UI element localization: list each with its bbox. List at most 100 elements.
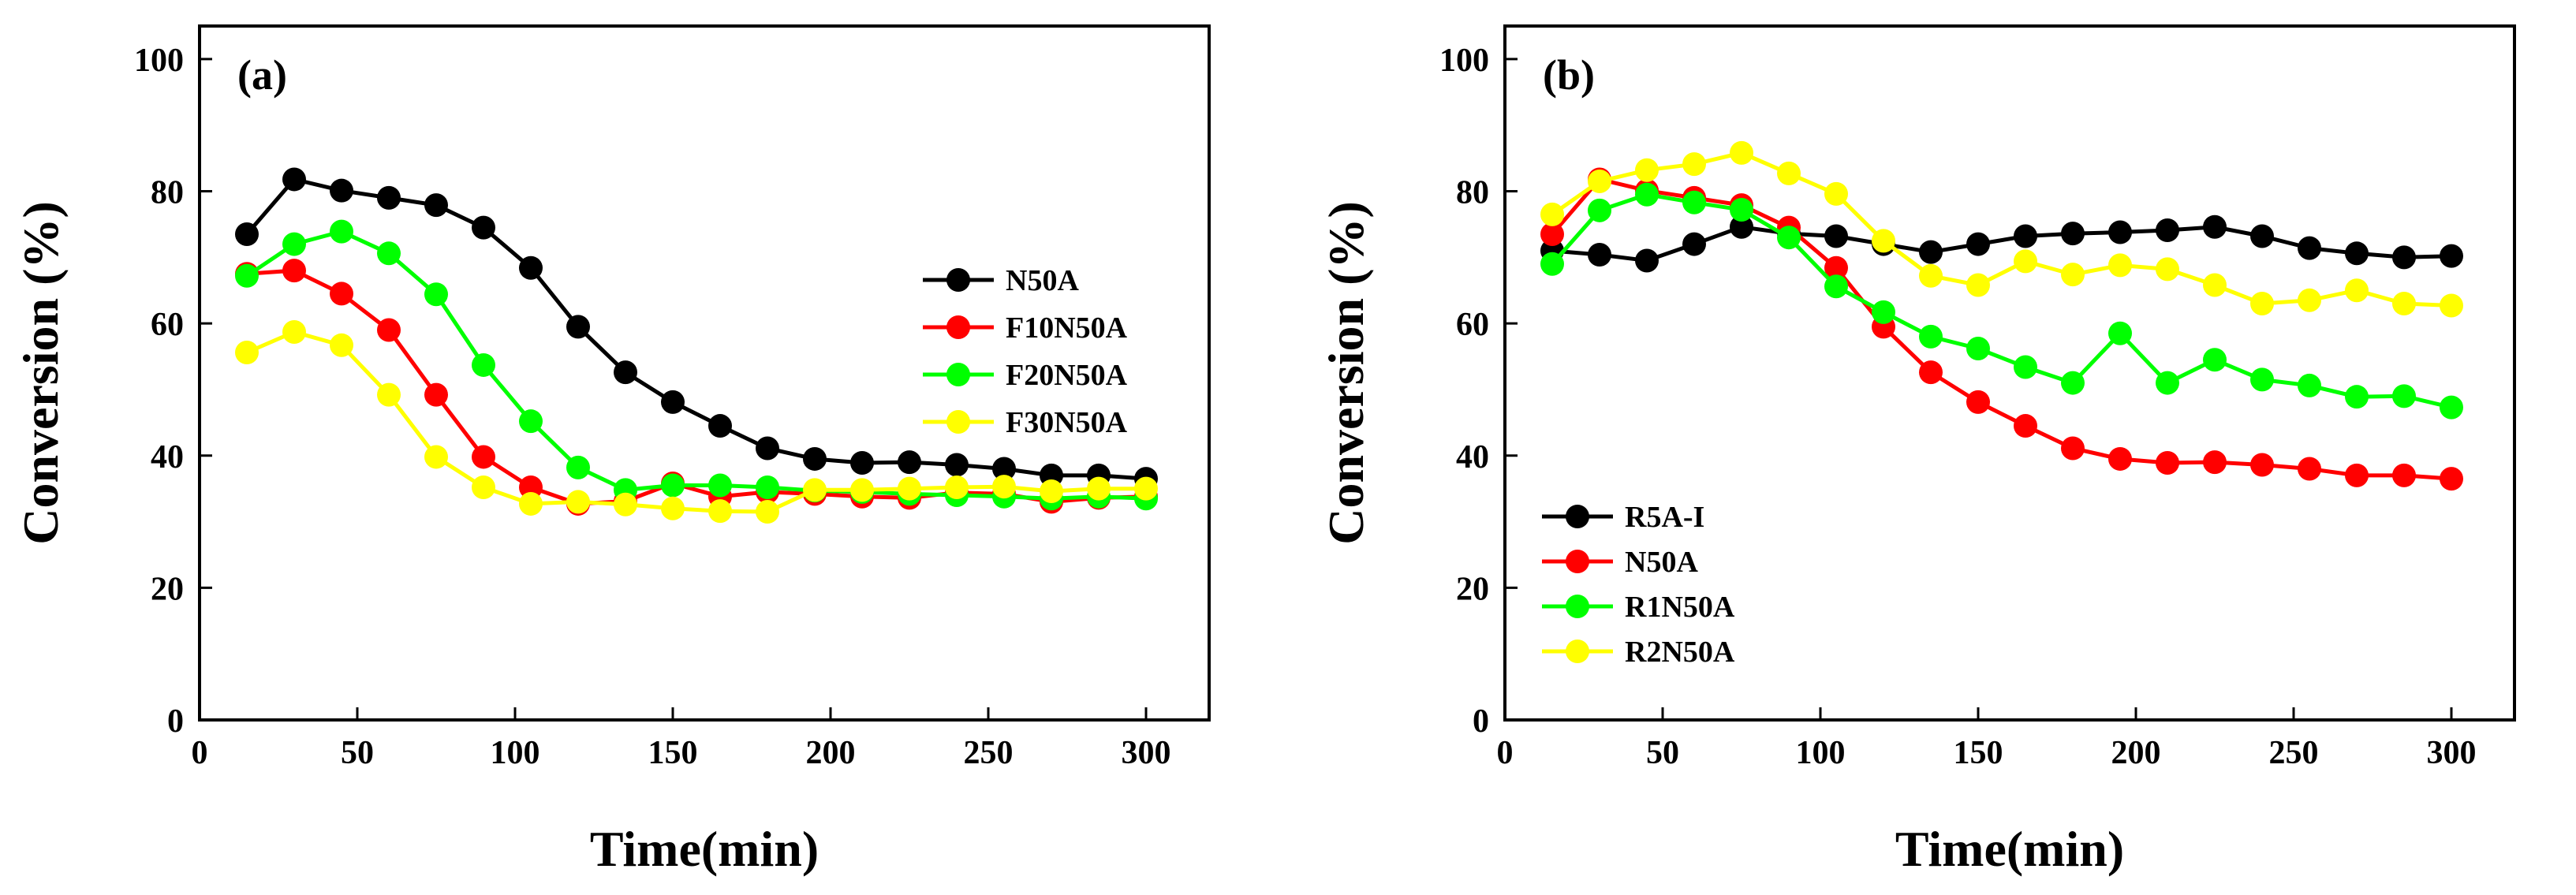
panel-a-series-f30n50a-point — [850, 478, 874, 502]
panel-b-series-n50a-point — [1966, 390, 1990, 414]
panel-b-series-r2n50a-point — [1682, 152, 1706, 177]
panel-b-series-n50a-point — [2298, 457, 2321, 481]
panel-b-series-r2n50a-point — [2392, 292, 2416, 315]
panel-b-x-tick-label: 250 — [2269, 735, 2319, 771]
panel-a-series-f30n50a-point — [803, 478, 827, 502]
panel-b-series-r1n50a-point — [2250, 367, 2274, 392]
panel-b-series-r5a-i-point — [2250, 224, 2274, 248]
panel-a-legend-label: N50A — [1006, 264, 1079, 297]
panel-a-series-f30n50a-point — [566, 490, 590, 514]
panel-b-legend-label: R5A-I — [1625, 501, 1704, 534]
panel-a-series-n50a-point — [330, 178, 353, 203]
panel-b-series-r2n50a-point — [1919, 263, 1943, 288]
panel-b-series-r1n50a-point — [1919, 324, 1943, 349]
panel-a-series-f30n50a-point — [708, 499, 732, 524]
panel-a-x-tick-label: 300 — [1122, 735, 1171, 771]
panel-b-series-r1n50a-point — [2108, 321, 2132, 345]
panel-a-series-f20n50a-point — [235, 263, 259, 288]
panel-b-legend-label: R2N50A — [1625, 636, 1735, 669]
panel-b-series-r5a-i-point — [2014, 224, 2037, 248]
panel-b-series-r2n50a-point — [1540, 202, 1564, 226]
panel-b-series-r1n50a-point — [1540, 252, 1564, 276]
panel-b-series-r2n50a-point — [1966, 273, 1990, 297]
panel-b-series-n50a-point — [2345, 463, 2369, 487]
panel-a-legend-label: F30N50A — [1006, 406, 1128, 439]
panel-b-series-r2n50a-point — [2298, 288, 2321, 312]
panel-b-series-r1n50a-point — [2061, 371, 2085, 395]
panel-b-y-tick-label: 20 — [1456, 571, 1489, 607]
panel-a-y-tick-label: 20 — [151, 571, 184, 607]
panel-b-series-n50a-point — [2250, 453, 2274, 477]
panel-b-series-r5a-i-point — [1635, 248, 1659, 273]
panel-b-series-n50a-point — [2203, 450, 2227, 475]
panel-b-series-r1n50a-point — [2156, 371, 2179, 395]
panel-a-series-f20n50a-point — [519, 409, 543, 434]
panel-a-series-n50a-point — [472, 215, 495, 240]
panel-b-series-r1n50a-point — [2440, 395, 2463, 420]
panel-b-series-r1n50a-point — [2203, 348, 2227, 372]
panel-b-series-r2n50a-point — [2203, 273, 2227, 297]
panel-b-x-axis-title: Time(min) — [1895, 821, 2124, 877]
panel-b-y-tick-label: 40 — [1456, 439, 1489, 475]
panel-a-y-tick-label: 80 — [151, 175, 184, 211]
panel-b-series-r1n50a-point — [1966, 336, 1990, 360]
panel-a-series-f10n50a-point — [424, 382, 448, 407]
panel-a-x-tick-label: 150 — [648, 735, 698, 771]
panel-a-series-n50a-point — [519, 255, 543, 280]
panel-b-legend-label: N50A — [1625, 546, 1698, 579]
panel-b-series-r5a-i-point — [2440, 244, 2463, 268]
panel-a-series-f30n50a-point — [945, 475, 969, 499]
panel-a-series-f30n50a-point — [330, 333, 353, 357]
panel-a-series-f20n50a-point — [472, 352, 495, 377]
panel-b-series-r1n50a-point — [1682, 190, 1706, 214]
panel-a-series-f30n50a-point — [472, 475, 495, 499]
panel-a-x-tick-label: 250 — [964, 735, 1014, 771]
panel-b-series-r5a-i-point — [1966, 232, 1990, 256]
panel-b-series-r5a-i-point — [1824, 224, 1848, 248]
panel-b-series-n50a-point — [2440, 467, 2463, 491]
panel-a-legend-marker — [946, 315, 970, 339]
panel-a-series-f30n50a-point — [1087, 476, 1111, 501]
panel-a-label: (a) — [237, 51, 287, 99]
panel-b-series-n50a-point — [2392, 463, 2416, 487]
panel-a-series-n50a-point — [377, 185, 401, 210]
panel-b-legend-label: R1N50A — [1625, 591, 1735, 624]
panel-a-series-n50a-point — [235, 222, 259, 246]
panel-b-y-tick-label: 100 — [1439, 43, 1489, 79]
panel-b-series-r2n50a-point — [2108, 253, 2132, 278]
panel-a-series-f10n50a-point — [472, 445, 495, 469]
panel-a-series-f20n50a-point — [708, 473, 732, 498]
panel-a-y-tick-label: 0 — [167, 703, 184, 740]
panel-a-x-tick-label: 50 — [341, 735, 374, 771]
panel-a-series-f20n50a-point — [424, 282, 448, 307]
panel-b-series-r1n50a-point — [1588, 198, 1611, 222]
panel-b-series-n50a-line — [1551, 177, 2452, 481]
panel-a-legend-label: F20N50A — [1006, 359, 1128, 392]
panel-a-series-n50a-point — [945, 453, 969, 477]
panel-b-y-tick-label: 0 — [1473, 703, 1489, 740]
panel-b-series-r2n50a-point — [1824, 181, 1848, 206]
panel-b-series-r5a-i-point — [2203, 214, 2227, 239]
panel-b-series-r2n50a-point — [2061, 263, 2085, 287]
panel-b-series-r1n50a-point — [1635, 182, 1659, 207]
panel-a-series-f30n50a-point — [1040, 479, 1063, 504]
panel-b-series-r1n50a-point — [2345, 385, 2369, 409]
panel-a-series-f10n50a-point — [377, 318, 401, 342]
panel-a-series-f20n50a-point — [566, 455, 590, 479]
panel-a-series-f10n50a-point — [282, 259, 306, 283]
panel-a-legend-marker — [946, 363, 970, 386]
panel-a-series-f30n50a-point — [1134, 476, 1158, 501]
panel-b-series-r1n50a-point — [1777, 226, 1801, 250]
panel-b-series-r1n50a-point — [1730, 197, 1753, 222]
panel-a-y-tick-label: 40 — [151, 439, 184, 475]
panel-a-series-n50a-point — [661, 390, 685, 414]
panel-b-series-r2n50a-point — [1588, 169, 1611, 193]
panel-b-x-tick-label: 100 — [1796, 735, 1846, 771]
panel-a-series-n50a-point — [708, 414, 732, 438]
panel-b-series-r1n50a-point — [1872, 300, 1895, 324]
panel-a-x-tick-label: 0 — [192, 735, 208, 771]
panel-a-series-f30n50a-point — [898, 476, 921, 501]
panel-b-plot-frame — [1503, 24, 2516, 722]
panel-b-series-r2n50a-point — [1730, 140, 1753, 165]
